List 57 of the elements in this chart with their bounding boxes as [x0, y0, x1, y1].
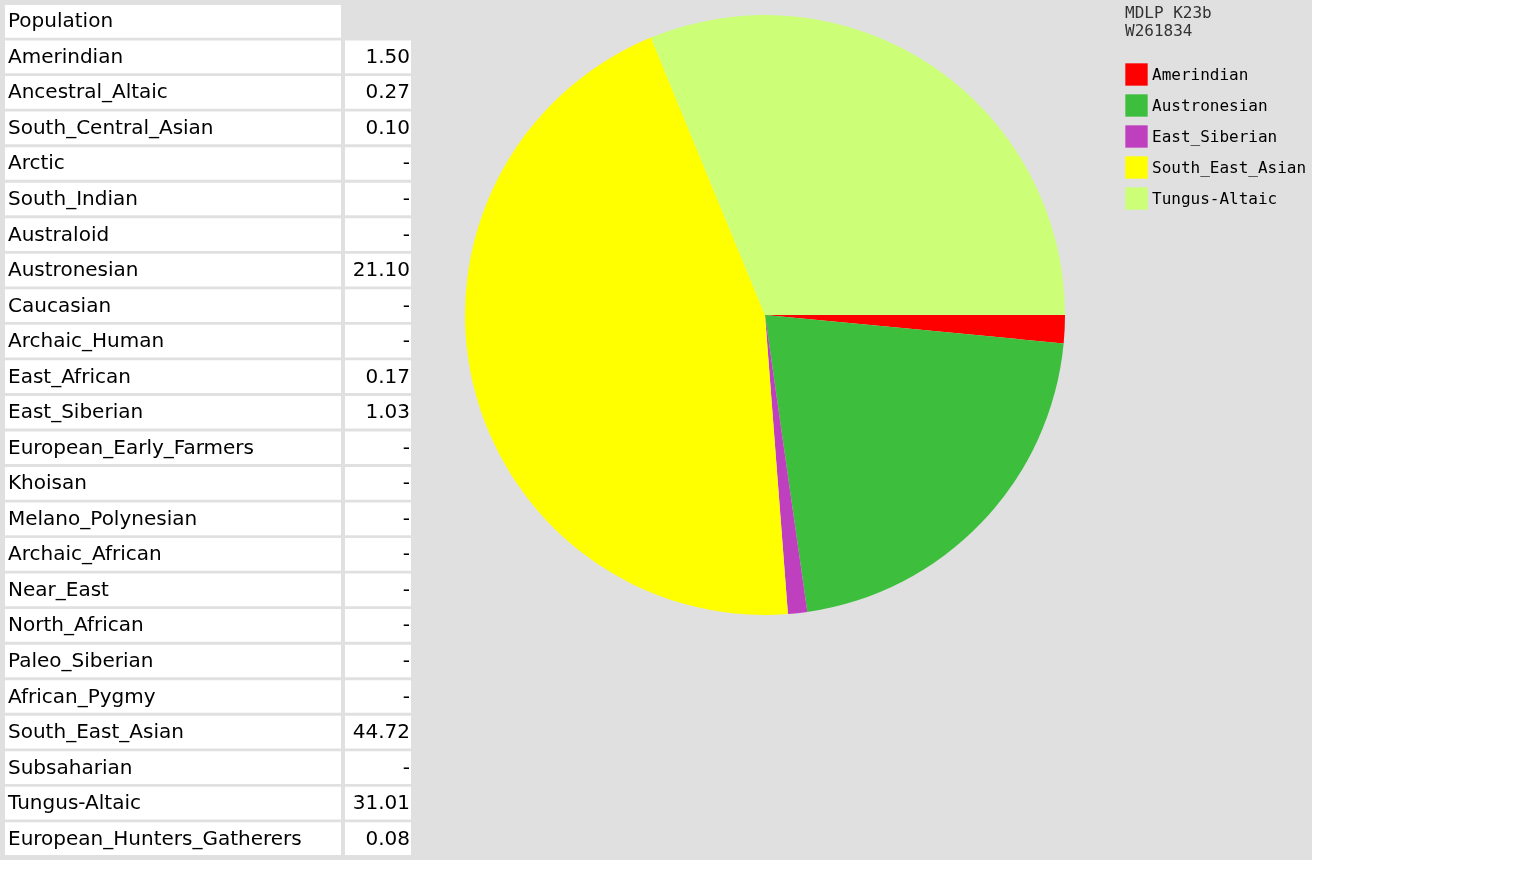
text: Population: [8, 8, 114, 33]
category-label: East_African: [8, 363, 131, 388]
text: -: [402, 150, 410, 175]
text: -: [402, 505, 410, 530]
text: -: [402, 434, 410, 459]
category-label: Melano_Polynesian: [8, 505, 198, 530]
text: -: [402, 328, 410, 353]
category-label: East_Siberian: [8, 399, 144, 424]
pie-slice: [650, 15, 1065, 315]
legend-label: East_Siberian: [1152, 126, 1278, 146]
text: 21.10: [352, 257, 410, 282]
category-label: South_Central_Asian: [8, 114, 214, 139]
chart-title: MDLP K23b: [1125, 3, 1212, 22]
category-label: Australoid: [8, 221, 110, 246]
category-label: North_African: [8, 612, 144, 637]
text: -: [402, 754, 410, 779]
text: 0.08: [365, 825, 410, 850]
text: 44.72: [352, 719, 410, 744]
category-label: Tungus-Altaic: [7, 790, 141, 815]
category-label: Near_East: [8, 576, 110, 601]
category-label: Archaic_Human: [8, 328, 165, 353]
category-label: Subsaharian: [8, 754, 133, 779]
legend-label: Amerindian: [1152, 64, 1249, 84]
pie-slice: [765, 315, 1064, 612]
text: 0.17: [365, 363, 410, 388]
legend-label: Tungus-Altaic: [1152, 188, 1278, 208]
text: -: [402, 541, 410, 566]
text: -: [402, 647, 410, 672]
category-label: Archaic_African: [8, 541, 162, 566]
category-label: Amerindian: [8, 43, 124, 68]
pie-slice: [465, 37, 788, 615]
category-label: South_Indian: [8, 186, 138, 211]
text: -: [402, 576, 410, 601]
text: 31.01: [352, 790, 410, 815]
category-label: Arctic: [8, 150, 65, 175]
text: -: [402, 683, 410, 708]
text: 0.10: [365, 114, 410, 139]
category-label: Caucasian: [8, 292, 112, 317]
text: 1.03: [365, 399, 410, 424]
category-label: Khoisan: [8, 470, 87, 495]
text: -: [402, 292, 410, 317]
category-label: European_Hunters_Gatherers: [8, 825, 302, 850]
text: -: [402, 186, 410, 211]
text: -: [402, 221, 410, 246]
category-label: African_Pygmy: [8, 683, 156, 708]
text: -: [402, 470, 410, 495]
category-label: Ancestral_Altaic: [8, 79, 168, 104]
category-label: South_East_Asian: [8, 719, 184, 744]
category-label: European_Early_Farmers: [8, 434, 254, 459]
legend-label: Austronesian: [1152, 95, 1268, 115]
text: 0.27: [365, 79, 410, 104]
text: 1.50: [365, 43, 410, 68]
chart-subtitle: W261834: [1125, 21, 1193, 40]
category-label: Austronesian: [8, 257, 139, 282]
legend-label: South_East_Asian: [1152, 157, 1307, 177]
category-label: Paleo_Siberian: [8, 647, 154, 672]
text: -: [402, 612, 410, 637]
